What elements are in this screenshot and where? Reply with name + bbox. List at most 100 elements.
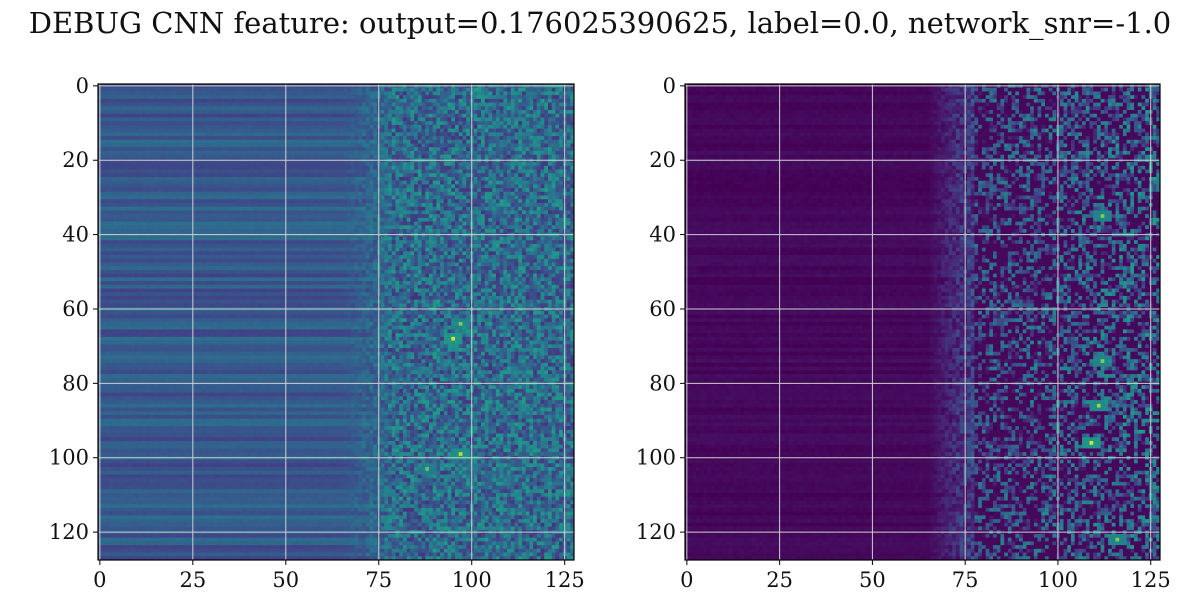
heatmap-cell (172, 121, 176, 125)
heatmap-cell (466, 125, 470, 129)
heatmap-cell (399, 125, 403, 129)
heatmap-cell (462, 106, 466, 110)
heatmap-cell (258, 103, 262, 107)
heatmap-cell (150, 91, 154, 95)
heatmap-cell (492, 99, 496, 103)
heatmap-cell (381, 110, 385, 114)
heatmap-cell (135, 106, 139, 110)
heatmap-cell (250, 106, 254, 110)
heatmap-cell (407, 110, 411, 114)
heatmap-cell (117, 129, 121, 133)
heatmap-cell (277, 91, 285, 95)
heatmap-cell (492, 114, 496, 118)
heatmap-cell (410, 99, 414, 103)
heatmap-cell (433, 91, 437, 95)
heatmap-cell (206, 95, 210, 99)
heatmap-cell (541, 106, 545, 110)
heatmap-cell (496, 121, 500, 125)
heatmap-cell (455, 114, 459, 118)
heatmap-cell (291, 129, 295, 133)
heatmap-cell (541, 88, 545, 92)
heatmap-cell (477, 99, 481, 103)
heatmap-cell (459, 114, 463, 118)
heatmap-cell (258, 99, 262, 103)
heatmap-cell (358, 110, 362, 114)
heatmap-cell (254, 99, 258, 103)
heatmap-cell (399, 106, 403, 110)
heatmap-cell (451, 103, 455, 107)
heatmap-cell (492, 110, 496, 114)
heatmap-cell (351, 106, 355, 110)
heatmap-cell (526, 114, 530, 118)
heatmap-cell (336, 91, 340, 95)
heatmap-cell (422, 106, 426, 110)
heatmap-cell (165, 95, 169, 99)
heatmap-cell (515, 117, 519, 121)
heatmap-cell (451, 110, 455, 114)
heatmap-cell (180, 99, 184, 103)
heatmap-cell (518, 99, 522, 103)
heatmap-cell (433, 125, 437, 129)
heatmap-cell (306, 114, 310, 118)
heatmap-cell (158, 91, 162, 95)
heatmap-cell (310, 125, 314, 129)
heatmap-cell (273, 88, 277, 92)
heatmap-cell (143, 106, 147, 110)
heatmap-cell (117, 95, 121, 99)
heatmap-cell (295, 95, 299, 99)
heatmap-cell (340, 88, 344, 92)
heatmap-cell (113, 106, 121, 110)
heatmap-cell (466, 88, 470, 92)
heatmap-cell (555, 103, 559, 107)
heatmap-cell (440, 95, 444, 99)
heatmap-cell (221, 125, 225, 129)
heatmap-cell (388, 95, 392, 99)
heatmap-cell (396, 88, 400, 92)
heatmap-cell (392, 114, 396, 118)
heatmap-cell (526, 110, 530, 114)
heatmap-cell (217, 88, 221, 92)
heatmap-cell (355, 114, 359, 118)
heatmap-cell (552, 99, 556, 103)
heatmap-cell (303, 129, 307, 133)
heatmap-cell (288, 121, 292, 125)
heatmap-cell (381, 99, 385, 103)
heatmap-cell (221, 117, 225, 121)
heatmap-cell (187, 91, 191, 95)
heatmap-cell (459, 129, 463, 133)
heatmap-cell (243, 99, 251, 103)
heatmap-cell (128, 114, 132, 118)
heatmap-cell (280, 125, 284, 129)
heatmap-cell (425, 117, 429, 121)
heatmap-cell (444, 88, 448, 92)
heatmap-cell (373, 110, 377, 114)
heatmap-cell (392, 129, 396, 133)
heatmap-cell (358, 106, 370, 110)
heatmap-cell (250, 125, 254, 129)
heatmap-cell (488, 95, 492, 99)
heatmap-cell (474, 117, 478, 121)
heatmap-cell (399, 95, 403, 99)
heatmap-cell (462, 95, 466, 99)
heatmap-cell (239, 125, 243, 129)
heatmap-cell (117, 91, 121, 95)
heatmap-cell (172, 99, 176, 103)
heatmap-cell (541, 114, 545, 118)
heatmap-cell (102, 95, 106, 99)
heatmap-cell (355, 103, 359, 107)
heatmap-cell (184, 117, 188, 121)
heatmap-cell (154, 110, 158, 114)
heatmap-cell (109, 91, 113, 95)
heatmap-cell (466, 121, 470, 125)
heatmap-cell (154, 91, 158, 95)
heatmap-cell (518, 129, 522, 133)
heatmap-cell (373, 103, 377, 107)
heatmap-cell (210, 125, 214, 129)
heatmap-cell (429, 91, 433, 95)
heatmap-cell (555, 121, 559, 125)
heatmap-cell (436, 106, 440, 110)
heatmap-cell (243, 129, 247, 133)
heatmap-cell (444, 99, 448, 103)
heatmap-cell (533, 106, 537, 110)
heatmap-cell (254, 88, 258, 92)
